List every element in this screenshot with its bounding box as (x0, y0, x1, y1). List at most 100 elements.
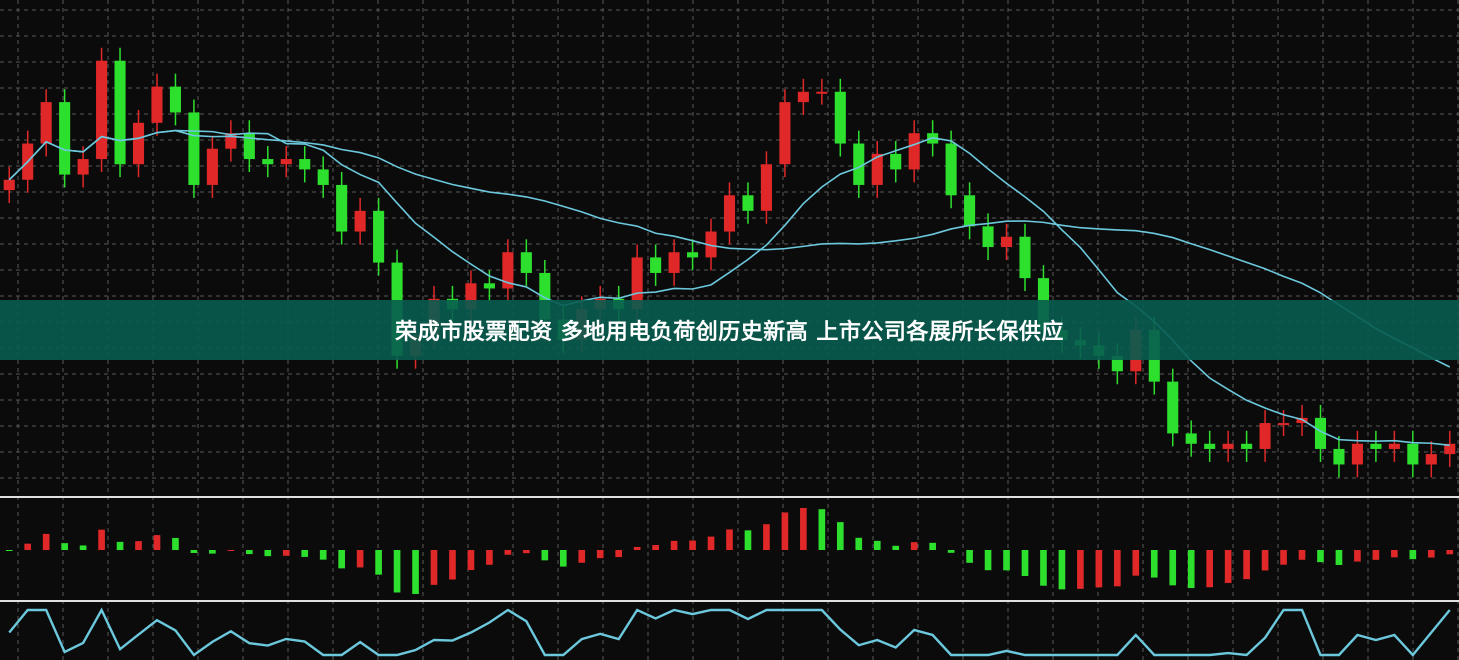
histogram-bar (430, 550, 438, 585)
histogram-bar (1114, 550, 1121, 587)
histogram-bar (559, 550, 567, 567)
candle-body (1259, 423, 1271, 449)
candle-body (890, 153, 902, 170)
candle-body (1019, 236, 1031, 279)
histogram-bar (818, 509, 826, 550)
histogram-bar (781, 512, 789, 550)
histogram-bar (689, 540, 696, 550)
histogram-bar (504, 550, 512, 555)
candle-body (1296, 417, 1308, 424)
histogram-bar (873, 540, 881, 550)
candle-body (687, 252, 699, 258)
histogram-bar (5, 550, 13, 551)
histogram-bar (707, 536, 715, 550)
candle-body (945, 143, 957, 196)
histogram-bar (1077, 550, 1084, 589)
candle-body (1314, 417, 1327, 449)
histogram-bar (1280, 550, 1287, 565)
histogram-bar (929, 542, 936, 550)
histogram-bar (227, 550, 235, 551)
histogram-bar (1354, 550, 1361, 562)
histogram-bar (375, 550, 382, 575)
candle-body (539, 272, 551, 320)
histogram-bar (79, 545, 87, 550)
candle-body (871, 153, 883, 185)
candle-body (631, 257, 643, 310)
histogram-bar (98, 529, 105, 550)
candle-body (96, 60, 108, 160)
histogram-bar (172, 537, 179, 550)
candle-body (1222, 443, 1234, 449)
histogram-bar (892, 545, 900, 550)
candle-body (354, 210, 366, 232)
histogram-bar (1003, 550, 1010, 571)
candle-body (465, 283, 477, 310)
histogram-bar (1427, 550, 1435, 558)
histogram-bar (1021, 550, 1029, 577)
candle-body (3, 179, 15, 191)
candle-body (908, 133, 920, 170)
histogram-bar (670, 540, 678, 550)
histogram-bar (984, 550, 992, 571)
histogram-bar (135, 541, 142, 550)
histogram-bar (1206, 550, 1214, 588)
histogram-bar (412, 550, 419, 594)
candle-body (132, 122, 145, 165)
histogram-bar (338, 550, 345, 569)
candle-body (206, 148, 218, 185)
candle-body (373, 210, 385, 263)
candle-body (225, 133, 237, 149)
candle-body (280, 159, 292, 165)
candle-body (1204, 443, 1216, 449)
histogram-bar (1317, 550, 1324, 563)
histogram-bar (800, 507, 807, 550)
histogram-bar (1058, 550, 1066, 590)
candle-body (1333, 448, 1345, 465)
candle-body (169, 86, 181, 113)
histogram-bar (855, 537, 863, 550)
histogram-bar (1095, 550, 1103, 588)
candle-body (834, 91, 846, 144)
candle-body (114, 60, 126, 165)
histogram-bar (1446, 550, 1454, 555)
histogram-bar (486, 550, 493, 565)
headline-banner: 荣成市股票配资 多地用电负荷创历史新高 上市公司各展所长保供应 (0, 300, 1459, 360)
candle-body (299, 159, 311, 170)
candle-body (1241, 443, 1253, 449)
candle-body (964, 195, 976, 227)
headline-text: 荣成市股票配资 多地用电负荷创历史新高 上市公司各展所长保供应 (395, 320, 1064, 345)
candle-body (317, 169, 329, 185)
candle-body (1425, 454, 1437, 465)
candle-body (1388, 443, 1400, 449)
histogram-bar (836, 522, 844, 550)
histogram-bar (116, 541, 124, 550)
histogram-bar (910, 542, 918, 550)
candle-body (262, 159, 274, 165)
histogram-bar (467, 550, 475, 571)
histogram-bar (1150, 550, 1158, 578)
histogram-bar (209, 550, 216, 554)
histogram-bar (1298, 550, 1306, 560)
histogram-bar (615, 550, 623, 558)
candle-body (483, 283, 495, 289)
candle-body (853, 143, 865, 185)
histogram-bar (153, 535, 161, 550)
histogram-bar (1187, 550, 1195, 589)
candle-body (1185, 433, 1197, 444)
histogram-bar (1372, 550, 1380, 560)
histogram-bar (1040, 550, 1047, 586)
oscillator-line (8, 607, 1451, 657)
histogram-bar (282, 550, 290, 556)
histogram-bar (61, 543, 68, 550)
candle-body (816, 91, 828, 94)
histogram-bar (245, 550, 253, 555)
candle-body (1000, 236, 1013, 248)
candle-body (151, 86, 163, 123)
histogram-bar (449, 550, 456, 580)
histogram-bar (1391, 550, 1398, 558)
candle-body (1167, 381, 1179, 434)
histogram-bar (652, 545, 659, 550)
histogram-bar (1132, 550, 1140, 576)
histogram-bar (356, 550, 364, 568)
